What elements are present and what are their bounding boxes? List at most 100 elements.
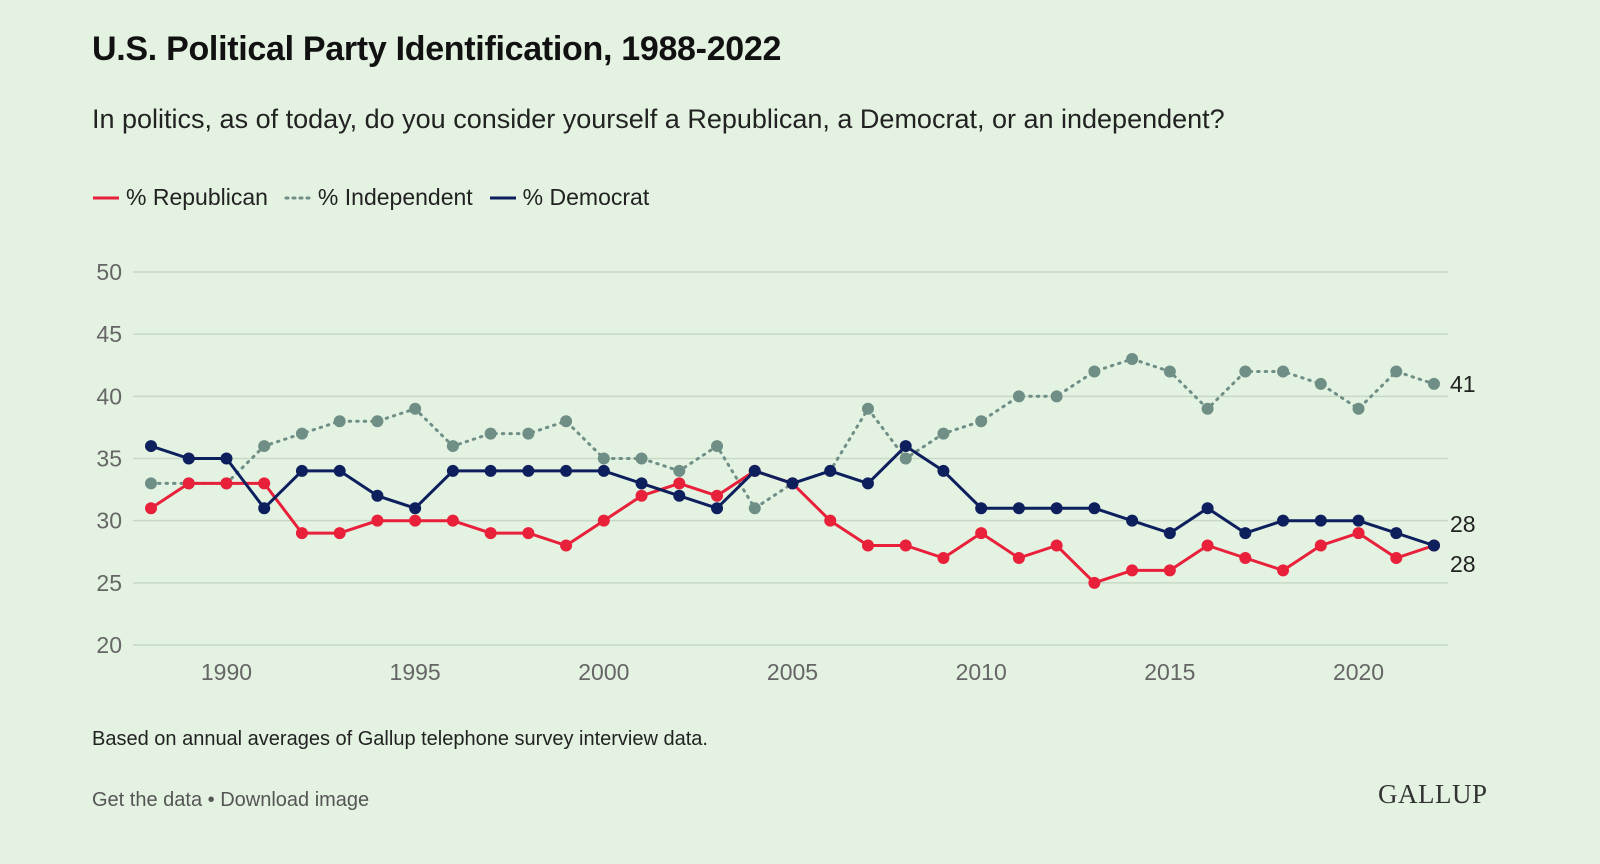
data-point-independent xyxy=(711,440,724,453)
data-point-democrat xyxy=(1012,502,1025,515)
data-point-independent xyxy=(484,427,497,440)
legend-label-democrat: % Democrat xyxy=(522,184,650,210)
data-point-democrat xyxy=(748,464,761,477)
data-point-independent xyxy=(295,427,308,440)
data-point-democrat xyxy=(975,502,988,515)
data-point-democrat xyxy=(1126,514,1139,527)
data-point-republican xyxy=(409,514,422,527)
data-point-republican xyxy=(1088,576,1101,589)
data-point-independent xyxy=(1050,390,1063,403)
data-point-republican xyxy=(446,514,459,527)
data-point-republican xyxy=(1163,564,1176,577)
data-point-republican xyxy=(258,477,271,490)
data-point-republican xyxy=(1239,551,1252,564)
data-point-independent xyxy=(1126,353,1139,366)
end-label-democrat: 28 xyxy=(1450,511,1476,537)
data-point-republican xyxy=(1201,539,1214,552)
data-point-democrat xyxy=(409,502,422,515)
data-point-independent xyxy=(1201,402,1214,415)
data-point-democrat xyxy=(484,464,497,477)
data-point-independent xyxy=(673,464,686,477)
data-point-republican xyxy=(182,477,195,490)
legend-item-republican: % Republican xyxy=(92,184,268,211)
legend-swatch-democrat xyxy=(489,192,517,204)
legend-label-independent: % Independent xyxy=(317,184,473,210)
data-point-republican xyxy=(937,551,950,564)
data-point-democrat xyxy=(1201,502,1214,515)
x-tick-label: 2000 xyxy=(578,659,629,685)
data-point-independent xyxy=(861,402,874,415)
data-point-republican xyxy=(899,539,912,552)
data-point-democrat xyxy=(145,440,157,453)
data-point-republican xyxy=(711,489,724,502)
data-point-republican xyxy=(371,514,384,527)
y-tick-label: 30 xyxy=(96,508,122,534)
data-point-democrat xyxy=(711,502,724,515)
data-point-independent xyxy=(1239,365,1252,378)
download-image-link[interactable]: Download image xyxy=(220,789,370,811)
data-point-republican xyxy=(220,477,233,490)
data-point-republican xyxy=(145,502,157,515)
footer-links: Get the data • Download image xyxy=(92,789,369,812)
end-label-republican: 28 xyxy=(1450,551,1476,577)
data-point-democrat xyxy=(220,452,233,465)
y-tick-label: 50 xyxy=(96,259,122,285)
y-tick-label: 40 xyxy=(96,383,122,409)
data-point-independent xyxy=(1012,390,1025,403)
data-point-democrat xyxy=(1050,502,1063,515)
legend-item-democrat: % Democrat xyxy=(489,184,650,211)
data-point-democrat xyxy=(295,464,308,477)
data-point-independent xyxy=(1352,402,1365,415)
data-point-democrat xyxy=(333,464,346,477)
x-tick-label: 1995 xyxy=(390,659,441,685)
x-tick-label: 2010 xyxy=(956,659,1007,685)
data-point-republican xyxy=(1126,564,1139,577)
data-point-independent xyxy=(258,440,271,453)
data-point-republican xyxy=(824,514,837,527)
data-point-independent xyxy=(409,402,422,415)
data-point-independent xyxy=(446,440,459,453)
x-tick-label: 2005 xyxy=(767,659,818,685)
data-point-democrat xyxy=(258,502,271,515)
data-point-independent xyxy=(1088,365,1101,378)
data-point-independent xyxy=(635,452,648,465)
data-point-independent xyxy=(1390,365,1403,378)
chart-note: Based on annual averages of Gallup telep… xyxy=(92,728,708,750)
data-point-independent xyxy=(597,452,610,465)
data-point-republican xyxy=(333,527,346,540)
data-point-independent xyxy=(937,427,950,440)
y-tick-label: 25 xyxy=(96,570,122,596)
legend-swatch-independent xyxy=(284,192,312,204)
data-point-republican xyxy=(1050,539,1063,552)
data-point-republican xyxy=(1012,551,1025,564)
chart-subtitle: In politics, as of today, do you conside… xyxy=(92,104,1225,134)
data-point-republican xyxy=(1352,527,1365,540)
data-point-republican xyxy=(560,539,573,552)
x-tick-label: 2020 xyxy=(1333,659,1384,685)
data-point-republican xyxy=(1314,539,1327,552)
data-point-democrat xyxy=(1239,527,1252,540)
data-point-democrat xyxy=(673,489,686,502)
data-point-democrat xyxy=(371,489,384,502)
data-point-democrat xyxy=(446,464,459,477)
get-data-link[interactable]: Get the data xyxy=(92,789,203,811)
data-point-democrat xyxy=(1428,539,1440,552)
data-point-independent xyxy=(1277,365,1290,378)
data-point-democrat xyxy=(861,477,874,490)
data-point-republican xyxy=(295,527,308,540)
data-point-democrat xyxy=(1314,514,1327,527)
data-point-independent xyxy=(1314,377,1327,390)
data-point-republican xyxy=(522,527,535,540)
data-point-republican xyxy=(975,527,988,540)
data-point-democrat xyxy=(560,464,573,477)
data-point-independent xyxy=(333,415,346,428)
data-point-democrat xyxy=(899,440,912,453)
data-point-democrat xyxy=(1163,527,1176,540)
data-point-independent xyxy=(1163,365,1176,378)
data-point-democrat xyxy=(1390,527,1403,540)
data-point-independent xyxy=(560,415,573,428)
data-point-republican xyxy=(673,477,686,490)
gallup-logo: GALLUP xyxy=(1378,779,1488,809)
data-point-independent xyxy=(371,415,384,428)
